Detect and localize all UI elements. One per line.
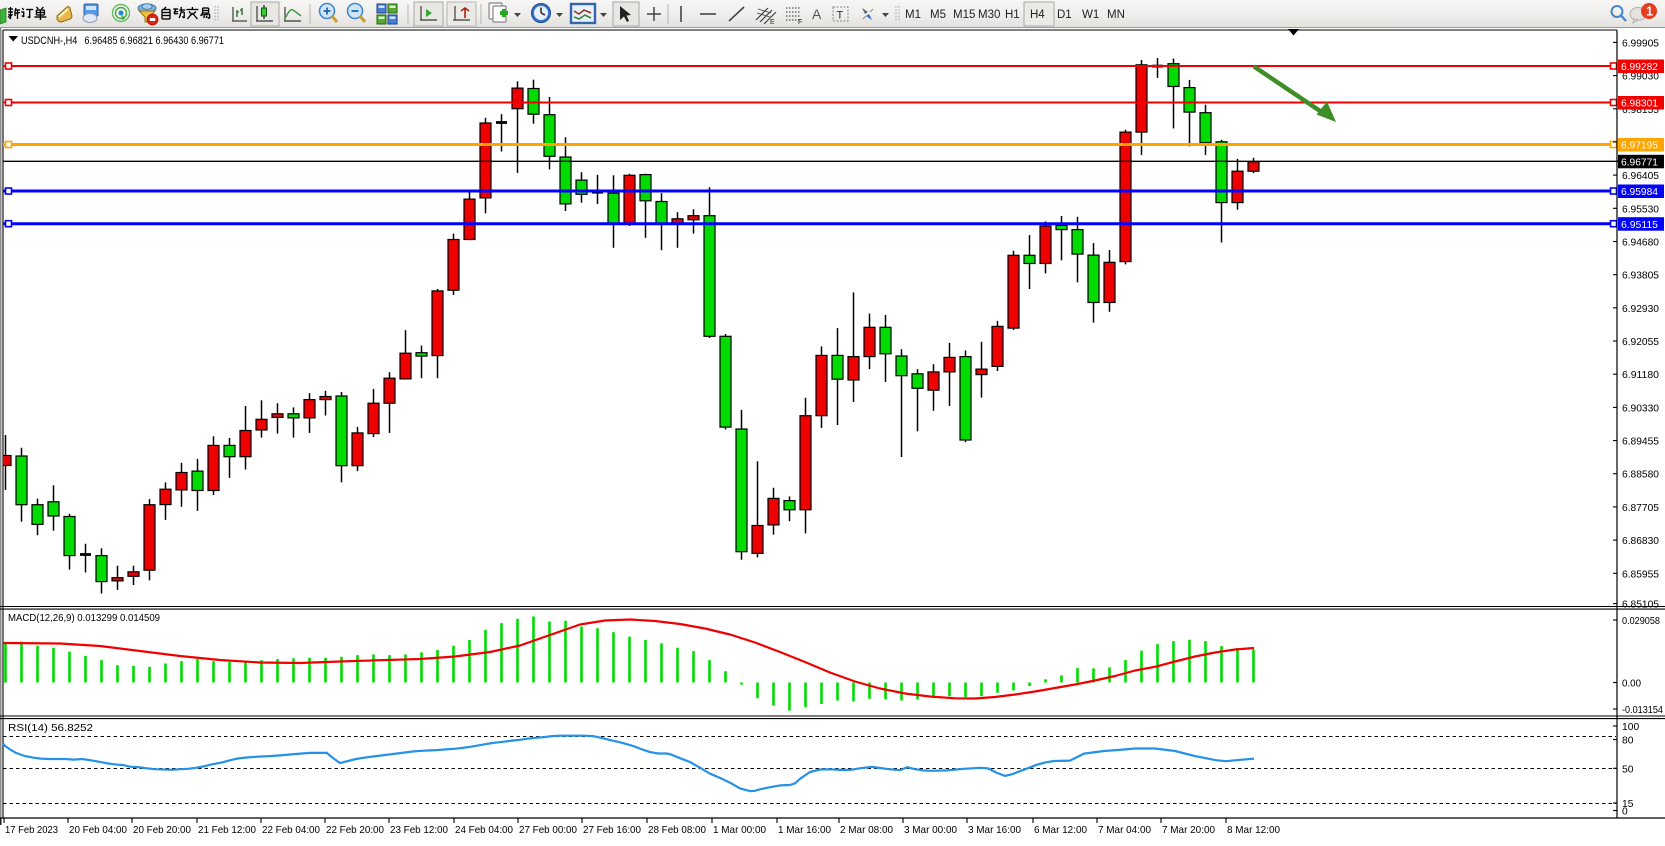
svg-text:6.95984: 6.95984 [1621,187,1658,198]
svg-text:1 Mar 16:00: 1 Mar 16:00 [778,825,831,836]
svg-text:T: T [837,10,844,22]
svg-text:80: 80 [1622,736,1634,747]
svg-text:6.89455: 6.89455 [1622,437,1659,448]
svg-text:F: F [798,19,802,26]
svg-text:20 Feb 04:00: 20 Feb 04:00 [69,825,127,836]
svg-text:6.93805: 6.93805 [1622,271,1659,282]
svg-text:6.94680: 6.94680 [1622,238,1659,249]
svg-text:M5: M5 [930,9,946,21]
svg-text:H4: H4 [1030,9,1045,21]
svg-text:23 Feb 12:00: 23 Feb 12:00 [390,825,448,836]
svg-text:22 Feb 20:00: 22 Feb 20:00 [326,825,384,836]
svg-text:W1: W1 [1082,9,1099,21]
svg-text:M30: M30 [978,9,1000,21]
svg-text:3 Mar 16:00: 3 Mar 16:00 [968,825,1021,836]
svg-text:6.95115: 6.95115 [1621,220,1658,231]
svg-text:0.029058: 0.029058 [1622,616,1660,627]
svg-text:28 Feb 08:00: 28 Feb 08:00 [648,825,706,836]
svg-text:50: 50 [1622,764,1634,775]
svg-text:24 Feb 04:00: 24 Feb 04:00 [455,825,513,836]
svg-text:27 Feb 00:00: 27 Feb 00:00 [519,825,577,836]
svg-text:-0.013154: -0.013154 [1622,705,1663,716]
svg-text:M15: M15 [953,9,975,21]
svg-text:6.96405: 6.96405 [1622,171,1659,182]
svg-text:22 Feb 04:00: 22 Feb 04:00 [262,825,320,836]
svg-text:7 Mar 04:00: 7 Mar 04:00 [1098,825,1151,836]
svg-text:6.90330: 6.90330 [1622,403,1659,414]
svg-text:3 Mar 00:00: 3 Mar 00:00 [904,825,957,836]
svg-text:RSI(14) 56.8252: RSI(14) 56.8252 [8,722,93,734]
svg-text:27 Feb 16:00: 27 Feb 16:00 [583,825,641,836]
svg-text:0.00: 0.00 [1622,679,1641,690]
svg-text:H1: H1 [1005,9,1020,21]
svg-text:6.97195: 6.97195 [1621,141,1658,152]
svg-text:2 Mar 08:00: 2 Mar 08:00 [840,825,893,836]
svg-text:6.91180: 6.91180 [1622,370,1659,381]
svg-text:6.86830: 6.86830 [1622,536,1659,547]
svg-text:6.96771: 6.96771 [1621,158,1658,169]
svg-text:A: A [812,6,822,22]
svg-text:6 Mar 12:00: 6 Mar 12:00 [1034,825,1087,836]
svg-text:E: E [770,19,775,26]
svg-text:USDCNH-,H4 6.96485 6.96821 6.: USDCNH-,H4 6.96485 6.96821 6.96430 6.967… [21,35,224,47]
svg-text:7 Mar 20:00: 7 Mar 20:00 [1162,825,1215,836]
svg-text:100: 100 [1622,722,1639,733]
svg-text:6.95530: 6.95530 [1622,204,1659,215]
svg-text:6.88580: 6.88580 [1622,470,1659,481]
svg-text:6.99905: 6.99905 [1622,38,1659,49]
svg-text:1: 1 [1646,5,1653,19]
svg-text:1 Mar 00:00: 1 Mar 00:00 [713,825,766,836]
svg-text:20 Feb 20:00: 20 Feb 20:00 [133,825,191,836]
svg-text:21 Feb 12:00: 21 Feb 12:00 [198,825,256,836]
svg-text:6.92055: 6.92055 [1622,337,1659,348]
svg-text:M1: M1 [905,9,921,21]
svg-text:6.87705: 6.87705 [1622,503,1659,514]
svg-text:D1: D1 [1057,9,1072,21]
svg-text:8 Mar 12:00: 8 Mar 12:00 [1227,825,1280,836]
svg-text:6.85105: 6.85105 [1622,600,1659,611]
svg-text:6.99282: 6.99282 [1621,62,1658,73]
svg-text:0: 0 [1622,807,1628,818]
svg-text:6.99030: 6.99030 [1622,72,1659,83]
svg-text:MACD(12,26,9) 0.013299 0.01450: MACD(12,26,9) 0.013299 0.014509 [8,612,160,624]
svg-text:6.98301: 6.98301 [1621,99,1658,110]
svg-text:MN: MN [1107,9,1125,21]
svg-text:6.92930: 6.92930 [1622,304,1659,315]
svg-text:17 Feb 2023: 17 Feb 2023 [5,825,58,836]
svg-text:6.85955: 6.85955 [1622,569,1659,580]
